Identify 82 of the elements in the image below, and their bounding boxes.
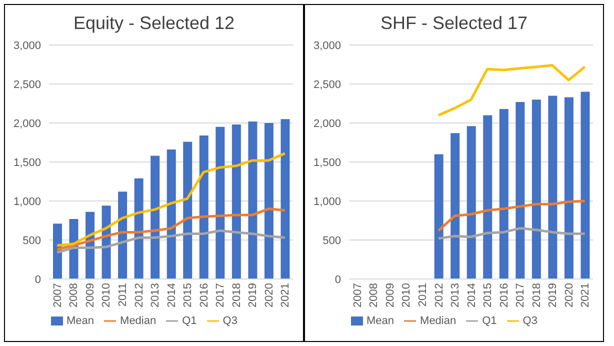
x-tick-label: 2012 bbox=[433, 283, 446, 308]
bar bbox=[466, 126, 476, 279]
x-tick-label: 2013 bbox=[150, 283, 162, 308]
x-tick-label: 2021 bbox=[580, 283, 592, 308]
y-tick-label: 1,000 bbox=[313, 196, 341, 208]
legend-label: Q3 bbox=[522, 315, 538, 327]
line-series bbox=[56, 229, 286, 254]
x-tick-label: 2009 bbox=[384, 283, 396, 308]
bar bbox=[434, 154, 444, 279]
chart-title: Equity - Selected 12 bbox=[72, 13, 236, 35]
x-tick-label: 2019 bbox=[547, 283, 560, 308]
legend-label: Median bbox=[420, 315, 456, 327]
legend-label: Q3 bbox=[222, 315, 238, 327]
x-tick-label: 2007 bbox=[352, 283, 364, 308]
x-tick-label: 2012 bbox=[133, 283, 146, 308]
line-series bbox=[56, 208, 286, 251]
x-tick-label: 2017 bbox=[514, 283, 527, 308]
bar bbox=[264, 123, 274, 279]
line-series bbox=[437, 200, 586, 232]
legend-label: Mean bbox=[366, 315, 394, 327]
legend-label: Mean bbox=[66, 315, 94, 327]
line-series bbox=[437, 64, 586, 116]
y-tick-label: 2,500 bbox=[313, 78, 341, 91]
bar bbox=[548, 96, 558, 279]
x-tick-label: 2021 bbox=[280, 283, 292, 308]
y-tick-label: 1,000 bbox=[13, 196, 41, 208]
x-tick-label: 2016 bbox=[498, 283, 510, 308]
bar bbox=[53, 224, 62, 279]
x-tick-label: 2017 bbox=[214, 283, 227, 308]
x-tick-label: 2019 bbox=[247, 283, 260, 308]
legend-label: Q1 bbox=[182, 315, 197, 327]
x-tick-label: 2010 bbox=[100, 283, 113, 308]
y-tick-label: 3,000 bbox=[313, 40, 341, 52]
x-tick-label: 2008 bbox=[368, 283, 380, 308]
bar bbox=[450, 133, 460, 279]
chart-title: SHF - Selected 17 bbox=[379, 13, 529, 35]
line-series bbox=[437, 227, 586, 240]
x-tick-label: 2015 bbox=[182, 283, 194, 308]
y-tick-label: 3,000 bbox=[13, 40, 41, 52]
bar bbox=[564, 97, 574, 279]
x-tick-label: 2009 bbox=[84, 283, 96, 308]
bar bbox=[216, 126, 225, 279]
bar bbox=[483, 115, 492, 279]
bar bbox=[516, 102, 525, 279]
x-tick-label: 2018 bbox=[230, 283, 243, 308]
y-tick-label: 1,500 bbox=[13, 156, 41, 169]
x-tick-label: 2011 bbox=[117, 283, 130, 307]
bar bbox=[580, 92, 590, 279]
x-tick-label: 2020 bbox=[263, 283, 276, 308]
x-tick-label: 2014 bbox=[466, 283, 478, 308]
x-tick-label: 2007 bbox=[52, 283, 64, 308]
y-tick-label: 2,500 bbox=[13, 78, 41, 91]
legend-label: Q1 bbox=[482, 315, 497, 327]
x-tick-label: 2020 bbox=[563, 283, 576, 308]
bar bbox=[166, 150, 176, 279]
x-tick-label: 2011 bbox=[417, 283, 430, 307]
y-tick-label: 500 bbox=[22, 234, 41, 247]
bar bbox=[150, 156, 160, 279]
bar bbox=[183, 142, 192, 279]
x-tick-label: 2015 bbox=[482, 283, 494, 308]
x-tick-label: 2013 bbox=[450, 283, 462, 308]
y-tick-label: 1,500 bbox=[313, 156, 341, 169]
x-tick-label: 2014 bbox=[166, 283, 178, 308]
y-tick-label: 500 bbox=[322, 234, 341, 247]
bar bbox=[248, 121, 258, 279]
x-tick-label: 2010 bbox=[400, 283, 413, 308]
y-tick-label: 2,000 bbox=[13, 118, 41, 130]
legend-label: Median bbox=[120, 315, 156, 327]
bar bbox=[134, 178, 144, 279]
y-tick-label: 2,000 bbox=[313, 118, 341, 130]
bar bbox=[199, 135, 208, 279]
bar bbox=[280, 119, 290, 279]
y-tick-label: 0 bbox=[334, 274, 341, 286]
bar bbox=[499, 108, 508, 279]
x-tick-label: 2018 bbox=[530, 283, 543, 308]
y-tick-label: 0 bbox=[34, 274, 41, 286]
line-series bbox=[56, 152, 286, 247]
bar bbox=[118, 192, 128, 279]
x-tick-label: 2016 bbox=[198, 283, 210, 308]
bar bbox=[532, 100, 541, 279]
bar bbox=[232, 124, 241, 279]
x-tick-label: 2008 bbox=[68, 283, 80, 308]
